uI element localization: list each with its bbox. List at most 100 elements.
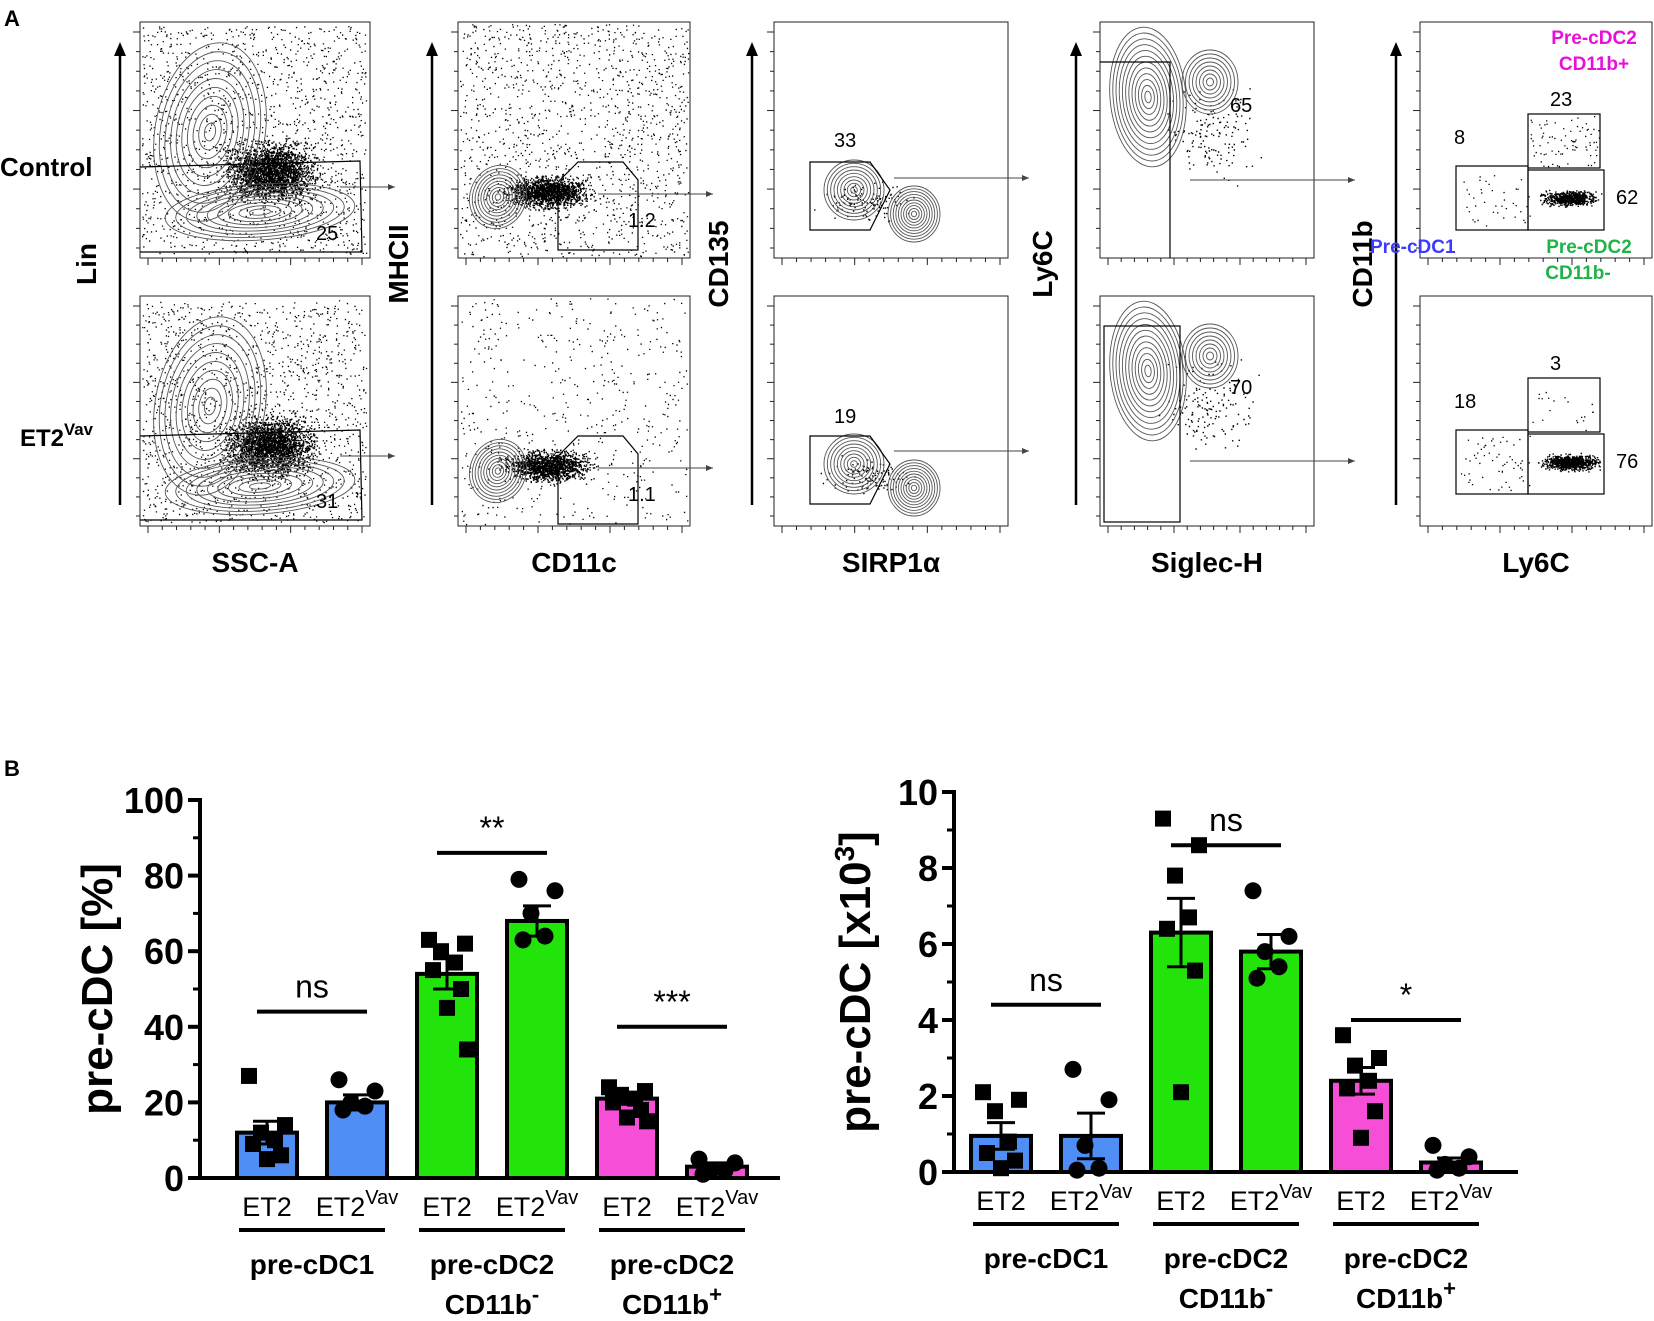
y-axis-label-0: Lin — [71, 243, 102, 285]
contour-right — [892, 465, 936, 511]
bar-label-text: ET2Vav — [1230, 1181, 1313, 1216]
gate-value: 1.1 — [628, 484, 656, 506]
bar-label: ET2 — [1156, 1186, 1206, 1216]
data-point — [1450, 1159, 1468, 1177]
row-label-et2vav: ET2Vav — [20, 420, 94, 452]
contour-left — [846, 182, 862, 198]
group-label-line2: CD11b+ — [1356, 1276, 1456, 1314]
dense-events — [497, 448, 599, 486]
bar-label: ET2 — [1336, 1186, 1386, 1216]
contour-lower — [249, 208, 271, 216]
x-axis-label-2: SIRP1α — [842, 547, 940, 578]
gate-lin-neg — [139, 160, 363, 253]
cd11b-pos-events — [1530, 116, 1601, 168]
contour-upper — [187, 369, 233, 443]
bar-label-text: ET2Vav — [676, 1187, 759, 1222]
gate-siglec-neg — [1100, 61, 1171, 258]
data-point — [1460, 1148, 1478, 1166]
gate-arrow-head — [1348, 458, 1355, 464]
bar-label-main: ET2 — [1336, 1186, 1386, 1216]
contour-upper — [153, 316, 267, 496]
data-point — [1068, 1161, 1086, 1179]
bar-label-text: ET2Vav — [316, 1187, 399, 1222]
contour-upper — [158, 51, 262, 213]
gate-sirp-neg — [809, 161, 891, 231]
gate-cd11b-neg — [1527, 433, 1605, 495]
bar-group-1: ET2 — [969, 1084, 1033, 1216]
contour-upper — [192, 378, 228, 434]
gate-arrow-head — [388, 184, 395, 190]
contour-lower — [164, 456, 356, 516]
data-point — [1076, 1136, 1094, 1154]
contour-main — [1137, 79, 1159, 115]
plot-mhcii-cd11c-0: 1.2 — [451, 21, 713, 265]
y-axis-label-main: pre-cDC [x10 — [831, 861, 880, 1132]
group-label-line2-main: CD11b — [622, 1289, 709, 1320]
y-axis-label-3: Ly6C — [1027, 230, 1058, 297]
data-point — [453, 981, 469, 997]
contour-left — [850, 186, 858, 194]
contour-upper — [198, 387, 222, 425]
bar-label-main: ET2 — [496, 1192, 546, 1222]
y-tick-label: 6 — [918, 924, 938, 965]
bar-label: ET2 — [422, 1192, 472, 1222]
contour-main — [1121, 324, 1175, 418]
contour-main — [1131, 341, 1165, 401]
contour-main — [1141, 358, 1155, 384]
bar-label-main: ET2 — [1050, 1186, 1100, 1216]
contour-right — [897, 470, 931, 506]
gate-arrow-head — [706, 191, 713, 197]
dense-events — [497, 174, 601, 212]
significance-3: * — [1351, 977, 1461, 1022]
gate-value: 31 — [316, 491, 338, 513]
contour-lower — [238, 479, 282, 493]
bar-label: ET2Vav — [496, 1187, 579, 1222]
bar-group-5: ET2 — [1329, 1027, 1393, 1216]
contour-right — [897, 196, 931, 232]
y-axis-arrow-head — [746, 42, 758, 56]
contour-secondary — [1185, 327, 1235, 385]
gate-cd11c — [557, 435, 639, 525]
contour-upper — [187, 95, 233, 169]
data-point — [1270, 958, 1288, 976]
gate-label-cd11b-neg-2: CD11b- — [1545, 263, 1610, 284]
y-axis-arrow-head — [1070, 42, 1082, 56]
bar-label-main: ET2 — [316, 1192, 366, 1222]
plot5-frame — [1419, 21, 1653, 259]
contour-main — [483, 454, 513, 488]
gate-pre-cdc1 — [1455, 429, 1529, 495]
bar-label-main: ET2 — [602, 1192, 652, 1222]
y-tick-label: 4 — [918, 1000, 938, 1041]
gate-value-cd11b-neg: 62 — [1616, 187, 1638, 209]
data-point — [522, 904, 540, 922]
plot-lin-ssc-1: 31 — [133, 295, 395, 533]
data-point — [330, 1071, 348, 1089]
bar-label-text: ET2 — [242, 1192, 292, 1222]
contour-main — [1112, 32, 1184, 162]
gate-siglec-neg — [1103, 325, 1181, 523]
contour-main — [489, 187, 507, 207]
contour-main — [1112, 306, 1184, 436]
contour-upper — [198, 113, 222, 151]
data-point — [979, 1145, 995, 1161]
bar-label-main: ET2 — [976, 1186, 1026, 1216]
plot3-frame — [773, 21, 1009, 259]
group-label-line1: pre-cDC2 — [430, 1249, 554, 1280]
gate-value: 65 — [1230, 95, 1252, 117]
gate-pre-cdc1 — [1455, 165, 1529, 231]
data-point — [277, 1117, 293, 1134]
bar-label-text: ET2 — [422, 1192, 472, 1222]
plot4-frame — [1099, 21, 1315, 259]
data-point — [1424, 1136, 1442, 1154]
x-axis-label-1: CD11c — [531, 547, 617, 578]
significance-label: ** — [480, 810, 505, 846]
row-label-et2vav-sup: Vav — [64, 420, 94, 439]
data-point — [356, 1097, 374, 1115]
contour-upper — [153, 42, 267, 222]
x-axis-label-0: SSC-A — [211, 547, 298, 578]
bar-group-6: ET2Vav — [1410, 1136, 1492, 1216]
contour-lower — [217, 198, 303, 226]
